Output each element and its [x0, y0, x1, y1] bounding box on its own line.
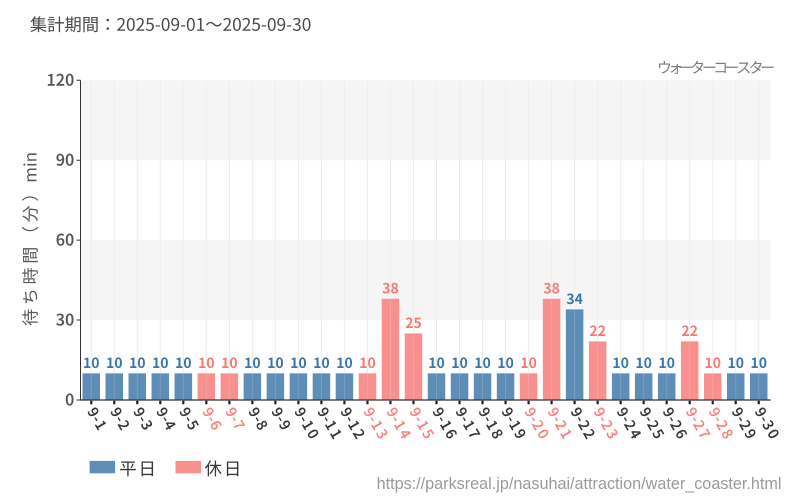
svg-text:https://parksreal.jp/nasuhai/a: https://parksreal.jp/nasuhai/attraction/…	[377, 475, 782, 493]
